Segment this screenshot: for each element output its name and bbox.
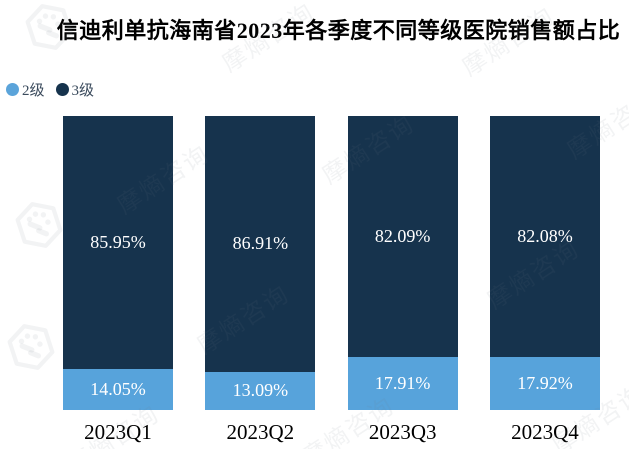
stacked-bar-q2: 86.91% 13.09% xyxy=(205,116,316,410)
bar-column-q1: 85.95% 14.05% 2023Q1 xyxy=(63,116,173,445)
chart-legend: 2级 3级 xyxy=(6,79,94,100)
bar-column-q2: 86.91% 13.09% 2023Q2 xyxy=(205,116,316,445)
x-axis-label: 2023Q3 xyxy=(368,420,437,444)
value-label-grade3: 82.08% xyxy=(517,226,573,247)
stacked-bar-q4: 82.08% 17.92% xyxy=(489,116,600,410)
x-axis-label: 2023Q2 xyxy=(226,420,295,444)
stacked-bar-q1: 85.95% 14.05% xyxy=(63,116,173,410)
bar-segment-grade3: 86.91% xyxy=(205,116,316,372)
bar-segment-grade3: 82.09% xyxy=(347,116,458,358)
bar-segment-grade2: 17.91% xyxy=(347,357,458,410)
value-label-grade2: 14.05% xyxy=(90,378,146,399)
legend-dot-grade3-icon xyxy=(55,83,69,96)
legend-item-grade2: 2级 xyxy=(6,79,45,100)
value-label-grade3: 86.91% xyxy=(232,233,289,254)
value-label-grade3: 85.95% xyxy=(90,231,146,252)
legend-dot-grade2-icon xyxy=(6,83,19,96)
legend-item-grade3: 3级 xyxy=(55,79,95,100)
bar-column-q3: 82.09% 17.91% 2023Q3 xyxy=(347,116,458,445)
value-label-grade3: 82.09% xyxy=(374,226,431,247)
watermark-hexagon-logo-icon xyxy=(7,324,55,370)
stacked-bar-q3: 82.09% 17.91% xyxy=(347,116,458,410)
watermark-hexagon-logo-icon xyxy=(15,202,63,248)
chart-title: 信迪利单抗海南省2023年各季度不同等级医院销售额占比 xyxy=(56,18,621,43)
value-label-grade2: 17.91% xyxy=(374,373,431,394)
bar-segment-grade2: 17.92% xyxy=(489,357,600,410)
legend-label-grade3: 3级 xyxy=(71,83,95,99)
bar-column-q4: 82.08% 17.92% 2023Q4 xyxy=(489,116,600,445)
x-axis-label: 2023Q4 xyxy=(511,420,579,444)
legend-label-grade2: 2级 xyxy=(22,83,45,99)
value-label-grade2: 17.92% xyxy=(517,373,573,394)
x-axis-label: 2023Q1 xyxy=(84,420,152,444)
bar-segment-grade3: 82.08% xyxy=(489,116,600,358)
stacked-bar-chart: 85.95% 14.05% 2023Q1 86.91% 13.09% 2023Q… xyxy=(63,116,600,445)
bar-segment-grade2: 13.09% xyxy=(205,371,316,410)
value-label-grade2: 13.09% xyxy=(232,380,289,401)
bar-segment-grade3: 85.95% xyxy=(63,116,173,369)
bar-segment-grade2: 14.05% xyxy=(63,368,173,410)
